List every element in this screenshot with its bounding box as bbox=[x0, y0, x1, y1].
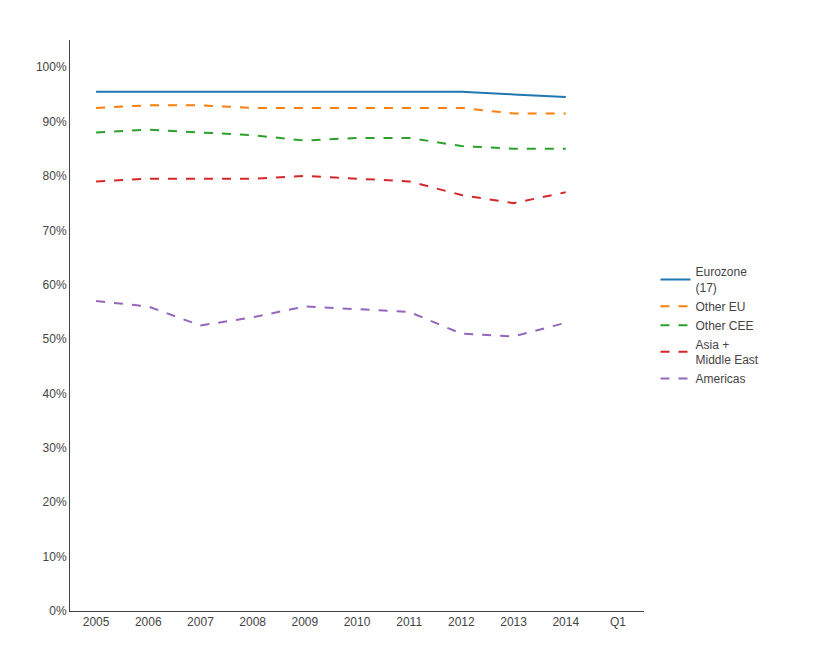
svg-text:70%: 70% bbox=[43, 224, 67, 238]
svg-text:2007: 2007 bbox=[187, 615, 214, 629]
svg-text:90%: 90% bbox=[43, 115, 67, 129]
svg-text:30%: 30% bbox=[43, 441, 67, 455]
svg-text:Other EU: Other EU bbox=[695, 300, 745, 314]
svg-text:20%: 20% bbox=[43, 495, 67, 509]
svg-text:2009: 2009 bbox=[291, 615, 318, 629]
svg-text:40%: 40% bbox=[43, 387, 67, 401]
svg-text:80%: 80% bbox=[43, 169, 67, 183]
svg-text:Other CEE: Other CEE bbox=[695, 319, 753, 333]
svg-text:50%: 50% bbox=[43, 332, 67, 346]
svg-text:Americas: Americas bbox=[695, 372, 745, 386]
svg-text:Q1: Q1 bbox=[610, 615, 626, 629]
svg-text:2011: 2011 bbox=[396, 615, 422, 629]
svg-text:Asia +Middle East: Asia +Middle East bbox=[695, 338, 758, 368]
svg-text:60%: 60% bbox=[43, 278, 67, 292]
svg-text:2010: 2010 bbox=[344, 615, 371, 629]
svg-text:2014: 2014 bbox=[552, 615, 579, 629]
svg-text:2005: 2005 bbox=[83, 615, 110, 629]
svg-text:10%: 10% bbox=[43, 550, 67, 564]
svg-text:0%: 0% bbox=[49, 604, 67, 618]
svg-text:2012: 2012 bbox=[448, 615, 475, 629]
svg-text:100%: 100% bbox=[36, 60, 67, 74]
svg-text:Eurozone(17): Eurozone(17) bbox=[695, 265, 747, 295]
svg-text:2013: 2013 bbox=[500, 615, 527, 629]
svg-text:2006: 2006 bbox=[135, 615, 162, 629]
svg-text:2008: 2008 bbox=[239, 615, 266, 629]
